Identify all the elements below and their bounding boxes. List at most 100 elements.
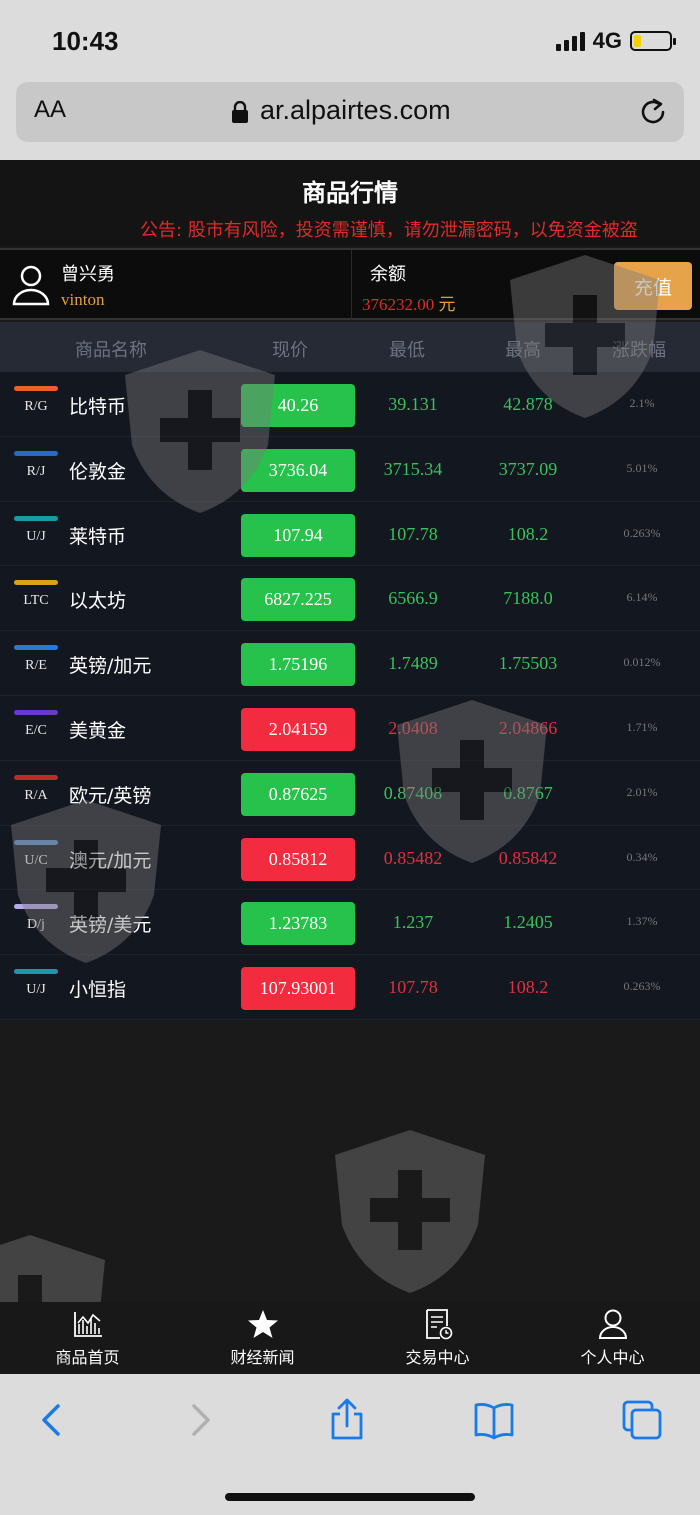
watermark-shield-icon	[335, 1130, 485, 1293]
balance-amount: 376232.00	[362, 295, 435, 314]
symbol-badge: R/J	[14, 450, 58, 480]
share-icon[interactable]	[325, 1398, 369, 1442]
commodity-name: 英镑/美元	[69, 914, 152, 937]
change-percent: 0.263%	[623, 525, 661, 540]
header-name: 商品名称	[75, 340, 147, 361]
nav-home[interactable]: 商品首页	[0, 1302, 175, 1374]
nav-label: 商品首页	[55, 1348, 120, 1367]
low-price: 6566.9	[388, 588, 438, 609]
low-price: 0.87408	[383, 782, 443, 803]
symbol-code: LTC	[23, 593, 49, 609]
user-info: 曾兴勇 vinton	[0, 250, 352, 320]
back-icon[interactable]	[30, 1398, 74, 1442]
symbol-color-bar	[14, 645, 58, 651]
current-price[interactable]: 0.85812	[241, 837, 355, 881]
symbol-badge: R/E	[14, 645, 58, 674]
bookmarks-icon[interactable]	[472, 1398, 516, 1442]
status-time: 10:43	[52, 26, 119, 56]
low-price: 3715.34	[383, 458, 443, 479]
account-panel: 曾兴勇 vinton 余额 376232.00 元 充值	[0, 248, 700, 320]
low-price: 107.78	[388, 977, 438, 998]
current-price[interactable]: 6827.225	[241, 578, 355, 622]
market-row[interactable]: R/J 伦敦金 3736.04 3715.34 3737.09 5.01%	[0, 436, 700, 502]
tabs-icon[interactable]	[620, 1398, 664, 1442]
current-price[interactable]: 2.04159	[241, 707, 355, 751]
address-bar[interactable]: AA ar.alpairtes.com	[16, 82, 684, 142]
current-price[interactable]: 107.94	[241, 513, 355, 557]
nav-label: 财经新闻	[230, 1348, 295, 1367]
battery-icon	[630, 31, 676, 51]
symbol-color-bar	[14, 450, 58, 456]
chart-icon	[73, 1312, 102, 1337]
high-price: 0.8767	[503, 782, 553, 803]
change-percent: 2.1%	[629, 396, 655, 410]
high-price: 42.878	[503, 394, 553, 414]
star-icon	[247, 1310, 278, 1338]
nav-news[interactable]: 财经新闻	[175, 1302, 350, 1374]
notice-marquee: 公告: 股市有风险，投资需谨慎，请勿泄漏密码，以免资金被盗	[0, 220, 700, 246]
market-row[interactable]: U/J 小恒指 107.93001 107.78 108.2 0.263%	[0, 955, 700, 1020]
market-row[interactable]: E/C 美黄金 2.04159 2.0408 2.04866 1.71%	[0, 695, 700, 761]
change-percent: 0.263%	[623, 979, 661, 994]
market-row[interactable]: U/C 澳元/加元 0.85812 0.85482 0.85842 0.34%	[0, 825, 700, 891]
market-row[interactable]: R/E 英镑/加元 1.75196 1.7489 1.75503 0.012%	[0, 631, 700, 696]
symbol-badge: LTC	[14, 580, 58, 609]
current-price[interactable]: 1.23783	[241, 902, 355, 946]
app-header: 商品行情	[0, 160, 700, 220]
current-price[interactable]: 1.75196	[241, 643, 355, 687]
low-price: 1.7489	[388, 653, 438, 674]
current-price[interactable]: 0.87625	[241, 772, 355, 816]
symbol-code: R/J	[26, 463, 46, 479]
market-row[interactable]: R/G 比特币 40.26 39.131 42.878 2.1%	[0, 372, 700, 437]
high-price: 1.2405	[503, 912, 553, 933]
page-title: 商品行情	[302, 178, 398, 207]
commodity-name: 莱特币	[69, 525, 127, 548]
symbol-code: R/G	[24, 399, 48, 414]
nav-trade[interactable]: 交易中心	[350, 1302, 525, 1374]
network-label: 4G	[592, 28, 622, 53]
market-row[interactable]: U/J 莱特币 107.94 107.78 108.2 0.263%	[0, 501, 700, 567]
commodity-name: 欧元/英镑	[69, 784, 152, 807]
reload-icon[interactable]	[638, 97, 668, 127]
market-row[interactable]: R/A 欧元/英镑 0.87625 0.87408 0.8767 2.01%	[0, 760, 700, 826]
change-percent: 5.01%	[626, 460, 658, 475]
bottom-nav: 商品首页 财经新闻 交易中心 个人中心	[0, 1302, 700, 1374]
high-price: 1.75503	[498, 653, 558, 674]
high-price: 108.2	[507, 523, 549, 544]
commodity-name: 英镑/加元	[69, 655, 152, 678]
symbol-code: D/j	[27, 917, 45, 933]
status-bar: 10:43 4G	[0, 0, 700, 80]
recharge-button[interactable]: 充值	[614, 262, 692, 310]
browser-toolbar	[0, 1374, 700, 1515]
symbol-color-bar	[14, 774, 58, 780]
document-icon	[425, 1309, 452, 1340]
symbol-color-bar	[14, 515, 58, 521]
high-price: 108.2	[507, 977, 549, 998]
change-percent: 0.34%	[626, 849, 658, 864]
market-row[interactable]: LTC 以太坊 6827.225 6566.9 7188.0 6.14%	[0, 566, 700, 632]
symbol-code: U/J	[26, 982, 46, 998]
market-table-header: 商品名称 现价 最低 最高 涨跌幅	[0, 322, 700, 372]
forward-icon[interactable]	[178, 1398, 222, 1442]
current-price[interactable]: 3736.04	[241, 448, 355, 492]
commodity-name: 美黄金	[69, 719, 127, 742]
reader-options-button[interactable]: AA	[34, 96, 67, 123]
low-price: 2.0408	[388, 717, 438, 738]
header-change: 涨跌幅	[612, 340, 666, 361]
commodity-name: 澳元/加元	[69, 849, 152, 872]
high-price: 3737.09	[498, 458, 558, 479]
current-price[interactable]: 107.93001	[241, 967, 355, 1011]
symbol-badge: R/A	[14, 774, 58, 804]
market-row[interactable]: D/j 英镑/美元 1.23783 1.237 1.2405 1.37%	[0, 890, 700, 956]
change-percent: 0.012%	[623, 655, 661, 670]
current-price[interactable]: 40.26	[241, 384, 355, 427]
nav-label: 个人中心	[580, 1348, 645, 1367]
nav-profile[interactable]: 个人中心	[525, 1302, 700, 1374]
symbol-code: R/A	[24, 787, 48, 803]
symbol-color-bar	[14, 969, 58, 975]
person-icon	[598, 1309, 627, 1339]
symbol-badge: R/G	[14, 386, 58, 415]
status-indicators: 4G	[555, 28, 676, 54]
symbol-color-bar	[14, 839, 58, 845]
low-price: 1.237	[392, 912, 434, 933]
